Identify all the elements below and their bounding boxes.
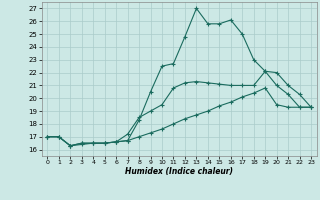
X-axis label: Humidex (Indice chaleur): Humidex (Indice chaleur) [125,167,233,176]
